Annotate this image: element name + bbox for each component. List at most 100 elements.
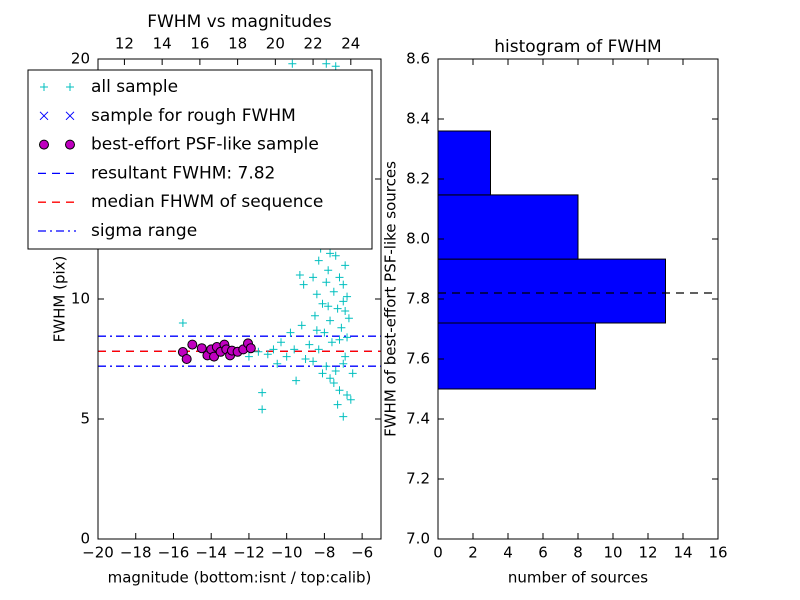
marker-plus (254, 347, 263, 356)
y-tick-label: 7.8 (406, 290, 430, 308)
x2-tick-label: 14 (153, 35, 172, 53)
marker-plus (40, 83, 48, 91)
marker-plus (263, 350, 272, 359)
marker-circle (196, 343, 207, 354)
marker-plus (339, 359, 348, 368)
marker-plus (322, 362, 331, 371)
marker-plus (309, 357, 318, 366)
y-tick-label: 7.0 (406, 530, 430, 548)
x-tick-label: 16 (708, 544, 727, 562)
bar (438, 322, 596, 390)
marker-plus (348, 369, 357, 378)
x-tick-label: −8 (313, 544, 335, 562)
marker-plus (312, 290, 321, 299)
x-tick-label: −18 (120, 544, 152, 562)
x-tick-label: 2 (468, 544, 478, 562)
marker-plus (277, 338, 286, 347)
marker-plus (322, 278, 331, 287)
marker-circle (65, 139, 75, 150)
y-tick-label: 20 (71, 50, 90, 68)
x-tick-label: 0 (433, 544, 443, 562)
marker-circle (39, 139, 49, 150)
marker-plus (333, 400, 342, 409)
marker-plus (320, 328, 329, 337)
x2-tick-label: 20 (266, 35, 285, 53)
marker-plus (305, 340, 314, 349)
marker-plus (337, 323, 346, 332)
x2-tick-label: 22 (304, 35, 323, 53)
legend: all sample sample for rough FWHM best-effo… (27, 69, 373, 250)
marker-plus (273, 359, 282, 368)
marker-plus (326, 316, 335, 325)
marker-plus (343, 292, 352, 301)
x-tick-label: 6 (538, 544, 548, 562)
y-axis-label: FWHM of best-effort PSF-like sources (382, 161, 400, 437)
marker-circle (181, 354, 192, 364)
marker-plus (339, 280, 348, 289)
y-tick-label: 7.2 (406, 470, 430, 488)
chart-title: histogram of FWHM (494, 37, 661, 57)
marker-plus (258, 388, 267, 397)
marker-plus (324, 266, 333, 275)
marker-plus (309, 273, 318, 282)
marker-plus (258, 405, 267, 414)
marker-plus (327, 338, 336, 347)
marker-plus (343, 333, 352, 342)
marker-plus (282, 352, 291, 361)
marker-plus (326, 249, 335, 258)
chart-title: FWHM vs magnitudes (147, 12, 332, 32)
marker-plus (297, 321, 306, 330)
bar (438, 130, 491, 196)
marker-circle (209, 351, 220, 362)
x-tick-label: 4 (503, 544, 513, 562)
marker-plus (286, 328, 295, 337)
marker-plus (331, 62, 340, 71)
marker-plus (339, 412, 348, 421)
y-tick-label: 5 (80, 410, 90, 428)
marker-plus (346, 395, 355, 404)
x2-tick-label: 24 (341, 35, 360, 53)
marker-plus (318, 299, 327, 308)
marker-plus (322, 59, 331, 68)
x2-tick-label: 16 (190, 35, 209, 53)
y-tick-label: 0 (80, 530, 90, 548)
marker-plus (312, 326, 321, 335)
legend-label: all sample (91, 77, 178, 97)
marker-plus (335, 273, 344, 282)
y-axis-label: FWHM (pix) (51, 256, 69, 343)
marker-plus (269, 345, 278, 354)
bar (438, 258, 666, 324)
marker-plus (329, 287, 338, 296)
marker-plus (331, 251, 340, 260)
marker-plus (288, 59, 297, 68)
x-tick-label: −10 (271, 544, 303, 562)
marker-plus (329, 379, 338, 387)
legend-label: median FHWM of sequence (91, 192, 323, 212)
marker-circle (245, 343, 256, 354)
legend-frame (27, 69, 373, 250)
marker-plus (314, 345, 323, 354)
plot-area (438, 130, 718, 390)
x-tick-label: −12 (233, 544, 265, 562)
x-tick-label: 14 (673, 544, 692, 562)
x-axis-label: number of sources (508, 569, 648, 587)
marker-plus (335, 386, 344, 395)
marker-plus (290, 345, 299, 354)
x-tick-label: −14 (195, 544, 227, 562)
legend-label: sample for rough FWHM (91, 106, 296, 126)
y-tick-label: 10 (71, 290, 90, 308)
marker-plus (244, 352, 253, 361)
x-tick-label: 10 (603, 544, 622, 562)
x-tick-label: 8 (573, 544, 583, 562)
y-tick-label: 7.4 (406, 410, 430, 428)
x-axis-label: magnitude (bottom:isnt / top:calib) (108, 569, 372, 587)
marker-plus (333, 304, 342, 313)
marker-plus (318, 369, 327, 378)
y-tick-label: 8.6 (406, 50, 430, 68)
y-tick-label: 8.4 (406, 110, 430, 128)
marker-plus (314, 256, 323, 265)
marker-plus (344, 314, 353, 323)
x-tick-label: 12 (638, 544, 657, 562)
